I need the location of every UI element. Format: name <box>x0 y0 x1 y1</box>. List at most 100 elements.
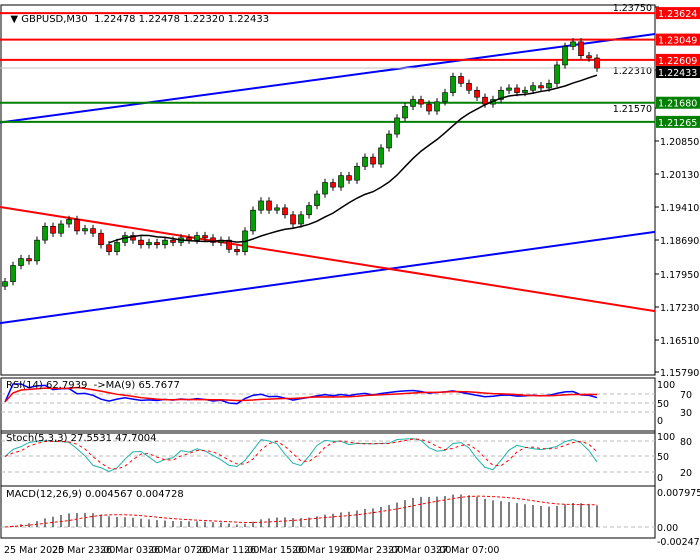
candle <box>306 205 312 216</box>
candle <box>506 87 512 91</box>
candle <box>378 147 384 165</box>
candle <box>522 89 528 93</box>
candle <box>194 235 200 241</box>
candle <box>234 249 240 252</box>
candle <box>482 96 488 105</box>
candle <box>42 226 48 241</box>
time-tick-label: 26 Mar 15:00 <box>244 545 307 556</box>
candle <box>370 156 376 165</box>
price-tick-label: 1.16510 <box>660 336 699 347</box>
candle <box>362 156 368 167</box>
candle <box>114 242 120 252</box>
candle <box>394 117 400 135</box>
candle <box>322 182 328 195</box>
candle <box>202 235 208 239</box>
level-label: 1.21265 <box>658 118 697 129</box>
level-tag <box>656 7 700 20</box>
time-tick-label: 26 Mar 11:00 <box>196 545 259 556</box>
candle <box>18 258 24 266</box>
candle <box>66 219 72 225</box>
candle <box>410 99 416 107</box>
candle <box>586 55 592 59</box>
candle <box>58 223 64 234</box>
candle <box>450 76 456 93</box>
candle <box>434 101 440 112</box>
candle <box>554 64 560 84</box>
candle <box>138 239 144 246</box>
panel-frame <box>0 485 656 539</box>
candle <box>34 239 40 262</box>
price-tick-label: 1.15790 <box>660 368 699 379</box>
current-price-label: 1.22433 <box>658 68 697 79</box>
candle <box>210 237 216 243</box>
trendline <box>0 205 656 313</box>
trendline <box>0 230 656 325</box>
level-tag <box>656 53 700 66</box>
current-price-tag <box>656 66 700 79</box>
candle <box>514 87 520 93</box>
candle <box>258 200 264 211</box>
candle <box>74 219 80 232</box>
rsi-tick-label: 50 <box>657 399 669 410</box>
candle <box>170 239 176 243</box>
candle <box>442 92 448 103</box>
candle <box>10 265 16 282</box>
rsi-tick-label: 30 <box>680 408 692 419</box>
candle <box>290 214 296 225</box>
time-tick-label: 25 Mar 2020 <box>4 545 64 556</box>
panel-frame <box>0 377 656 434</box>
candle <box>570 41 576 47</box>
level-label: 1.21680 <box>658 99 697 110</box>
time-tick-label: 26 Mar 07:00 <box>148 545 211 556</box>
candle <box>298 214 304 225</box>
candle <box>338 175 344 188</box>
ohlc-values: 1.22478 1.22478 1.22320 1.22433 <box>94 14 270 25</box>
level-label: 1.23049 <box>658 36 697 47</box>
level-label: 1.23624 <box>658 9 697 20</box>
macd-label: MACD(12,26,9) 0.004567 0.004728 <box>6 489 184 500</box>
candle <box>546 83 552 89</box>
macd-tick-label: -0.002479 <box>657 537 700 548</box>
level-tag <box>656 96 700 109</box>
level-label: 1.22609 <box>658 56 697 67</box>
time-tick-label: 26 Mar 19:00 <box>292 545 355 556</box>
candle <box>314 193 320 206</box>
time-tick-label: 27 Mar 03:00 <box>388 545 451 556</box>
price-tick-label: 1.20850 <box>660 137 699 148</box>
macd-signal-line <box>4 495 598 528</box>
candle <box>226 239 232 250</box>
collapse-triangle-icon[interactable]: ▼ <box>10 14 22 25</box>
price-tick-label: 1.17950 <box>660 270 699 281</box>
macd-tick-label: 0.007975 <box>657 488 700 499</box>
price-tick-label: 1.19410 <box>660 203 699 214</box>
stoch-tick-label: 100 <box>657 432 675 443</box>
level-tag <box>656 33 700 46</box>
time-tick-label: 27 Mar 07:00 <box>436 545 499 556</box>
candle <box>50 226 56 234</box>
time-tick-label: 25 Mar 23:00 <box>52 545 115 556</box>
price-tick-label: 1.17230 <box>660 303 699 314</box>
price-tick-label: 1.22310 <box>613 66 652 77</box>
candle <box>466 83 472 91</box>
stoch-label: Stoch(5,3,3) 27.5531 47.7004 <box>6 433 157 444</box>
stoch-tick-label: 20 <box>680 468 692 479</box>
candle <box>594 57 600 69</box>
time-tick-label: 26 Mar 23:00 <box>340 545 403 556</box>
candle <box>162 239 168 246</box>
rsi-ma-line <box>4 386 598 403</box>
candle <box>330 182 336 188</box>
candle <box>530 85 536 91</box>
candle <box>282 207 288 216</box>
rsi-tick-label: 0 <box>657 416 663 427</box>
stoch-tick-label: 0 <box>657 473 663 484</box>
rsi-tick-label: 100 <box>657 380 675 391</box>
candle <box>538 85 544 89</box>
stoch-tick-label: 80 <box>680 437 692 448</box>
panel-frame <box>0 4 656 376</box>
candle <box>386 133 392 149</box>
price-tick-label: 1.23750 <box>613 3 652 14</box>
stoch-main-line <box>4 438 598 472</box>
candle <box>458 76 464 84</box>
